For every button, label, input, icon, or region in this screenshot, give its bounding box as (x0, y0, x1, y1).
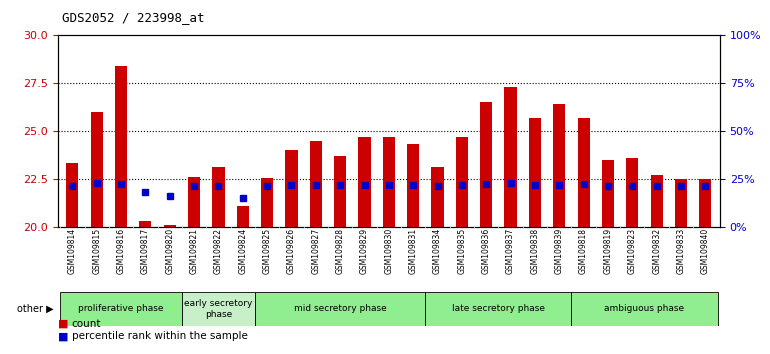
Text: GDS2052 / 223998_at: GDS2052 / 223998_at (62, 11, 204, 24)
Bar (66, 164, 79, 227)
Text: GSM109830: GSM109830 (384, 228, 393, 274)
Bar (425, 292, 571, 326)
Text: GSM109827: GSM109827 (311, 228, 320, 274)
Bar (675, 179, 687, 227)
Text: GSM109818: GSM109818 (579, 228, 588, 274)
Text: percentile rank within the sample: percentile rank within the sample (72, 331, 247, 341)
Text: GSM109832: GSM109832 (652, 228, 661, 274)
Text: GSM109817: GSM109817 (141, 228, 150, 274)
Bar (571, 292, 718, 326)
Bar (139, 221, 152, 227)
Text: GSM109839: GSM109839 (554, 228, 564, 274)
Bar (182, 292, 255, 326)
Text: mid secretory phase: mid secretory phase (294, 304, 387, 313)
Bar (578, 118, 590, 227)
Text: GSM109816: GSM109816 (116, 228, 126, 274)
Bar (310, 141, 322, 227)
Bar (91, 112, 102, 227)
Bar (456, 137, 468, 227)
Text: GSM109814: GSM109814 (68, 228, 77, 274)
Bar (504, 87, 517, 227)
Text: proliferative phase: proliferative phase (79, 304, 164, 313)
Bar (480, 102, 492, 227)
Text: GSM109840: GSM109840 (701, 228, 710, 274)
Bar (431, 167, 444, 227)
Text: GSM109834: GSM109834 (433, 228, 442, 274)
Bar (236, 206, 249, 227)
Text: ■: ■ (58, 319, 69, 329)
Text: GSM109833: GSM109833 (677, 228, 685, 274)
Bar (261, 178, 273, 227)
Bar (383, 137, 395, 227)
Bar (626, 158, 638, 227)
Text: GSM109825: GSM109825 (263, 228, 272, 274)
Bar (115, 66, 127, 227)
Text: early secretory
phase: early secretory phase (184, 299, 253, 319)
Bar (602, 160, 614, 227)
Text: GSM109837: GSM109837 (506, 228, 515, 274)
Bar (553, 104, 565, 227)
Bar (255, 292, 425, 326)
Text: ■: ■ (58, 331, 69, 341)
Text: GSM109821: GSM109821 (189, 228, 199, 274)
Text: GSM109820: GSM109820 (166, 228, 174, 274)
Bar (407, 144, 420, 227)
Bar (164, 225, 176, 227)
Text: GSM109822: GSM109822 (214, 228, 223, 274)
Text: late secretory phase: late secretory phase (452, 304, 545, 313)
Text: GSM109838: GSM109838 (531, 228, 540, 274)
Bar (358, 137, 370, 227)
Bar (60, 292, 182, 326)
Text: GSM109815: GSM109815 (92, 228, 101, 274)
Bar (286, 150, 297, 227)
Text: GSM109823: GSM109823 (628, 228, 637, 274)
Bar (651, 175, 663, 227)
Text: GSM109826: GSM109826 (287, 228, 296, 274)
Bar (529, 118, 541, 227)
Text: other ▶: other ▶ (17, 304, 54, 314)
Text: GSM109831: GSM109831 (409, 228, 417, 274)
Bar (188, 177, 200, 227)
Text: count: count (72, 319, 101, 329)
Text: GSM109828: GSM109828 (336, 228, 345, 274)
Bar (334, 156, 346, 227)
Bar (213, 167, 225, 227)
Text: GSM109819: GSM109819 (604, 228, 612, 274)
Text: GSM109836: GSM109836 (482, 228, 490, 274)
Text: GSM109824: GSM109824 (238, 228, 247, 274)
Text: GSM109829: GSM109829 (360, 228, 369, 274)
Text: ambiguous phase: ambiguous phase (604, 304, 685, 313)
Text: GSM109835: GSM109835 (457, 228, 467, 274)
Bar (699, 179, 711, 227)
